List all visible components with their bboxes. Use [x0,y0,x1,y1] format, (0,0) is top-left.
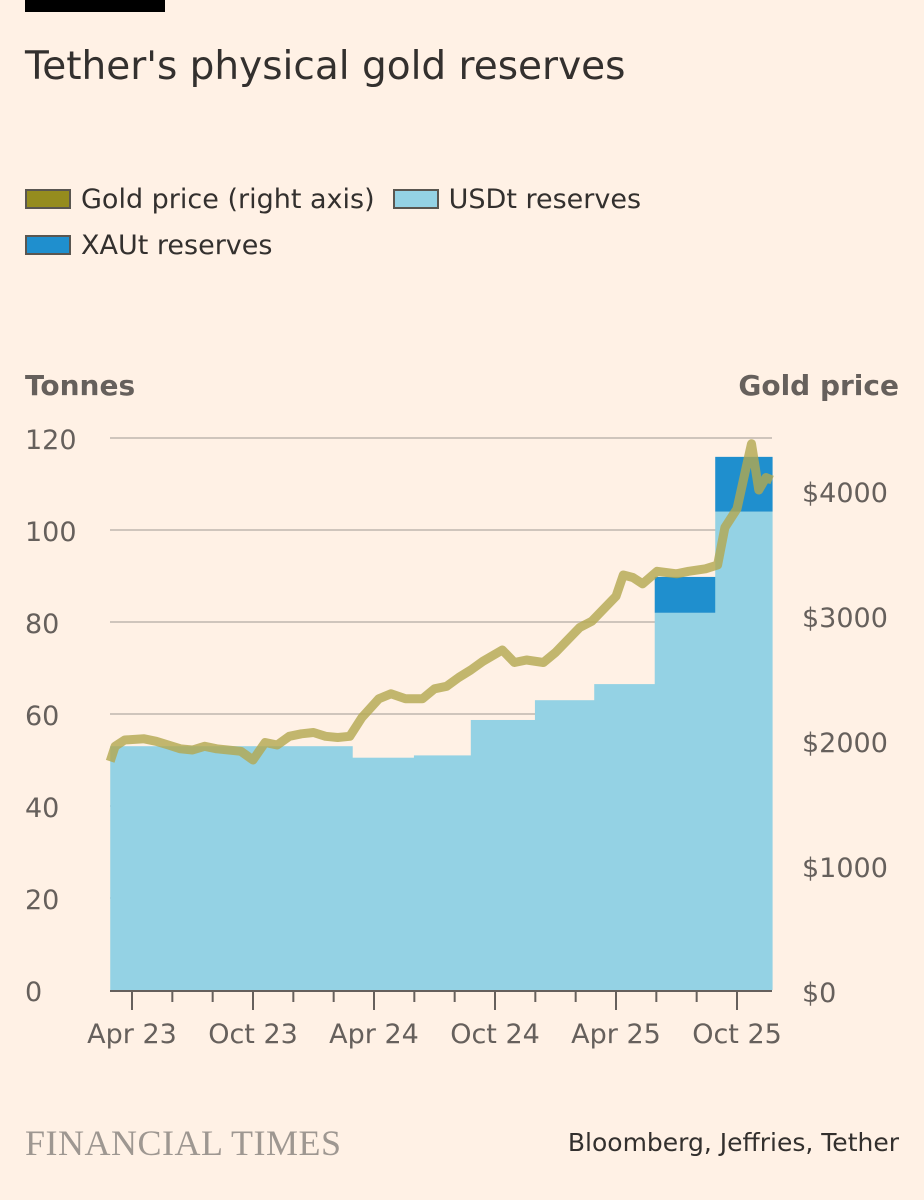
legend-label: Gold price (right axis) [81,183,375,215]
ft-top-bar [25,0,165,12]
legend-swatch-usdt [392,189,439,209]
chart-title: Tether's physical gold reserves [25,44,626,89]
right-tick-label: $1000 [802,853,888,884]
right-tick-label: $2000 [802,728,888,759]
left-tick-label: 120 [25,425,77,456]
legend-label: USDt reserves [448,183,642,215]
left-tick-label: 80 [25,609,59,640]
right-tick-label: $4000 [802,478,888,509]
chart: 0 20 40 60 80 100 120 $0 $1000 $2000 $3000 $4000 Ton… [25,369,899,1050]
x-tick-label: Oct 24 [450,1019,540,1050]
legend-item-gold-price: Gold price (right axis) [25,184,375,215]
left-tick-label: 100 [25,517,77,548]
usdt-reserve-bar [715,511,773,990]
usdt-reserve-bar [413,755,472,990]
left-axis-title: Tonnes [25,369,135,402]
xaut-reserve-bar [654,576,716,613]
left-tick-label: 40 [25,793,59,824]
gold-price-line [105,439,774,765]
legend-label: XAUt reserves [81,229,273,261]
usdt-reserve-bar [534,700,595,990]
usdt-reserve-bar [352,757,415,990]
legend-item-xaut: XAUt reserves [25,230,272,261]
legend-swatch-xaut [25,235,71,255]
usdt-reserve-bar [470,719,536,990]
ft-logo: FINANCIAL TIMES [25,1123,342,1163]
x-tick-label: Oct 25 [692,1019,782,1050]
right-axis-title: Gold price [738,369,899,402]
x-tick-label: Apr 25 [571,1019,661,1050]
source-note: Bloomberg, Jeffries, Tether [567,1128,899,1157]
x-tick-label: Oct 23 [208,1019,298,1050]
legend-item-usdt: USDt reserves [392,183,642,215]
right-tick-label: $0 [802,978,836,1009]
left-tick-label: 0 [25,977,42,1008]
usdt-reserve-bar [110,746,353,990]
usdt-reserve-bar [654,612,716,990]
right-tick-label: $3000 [802,603,888,634]
legend: Gold price (right axis) USDt reserves XA… [25,176,659,268]
usdt-reserve-bar [594,684,656,990]
x-tick-label: Apr 24 [329,1019,419,1050]
x-tick-label: Apr 23 [87,1019,177,1050]
legend-swatch-gold [25,189,71,209]
left-tick-label: 60 [25,701,59,732]
left-tick-label: 20 [25,885,59,916]
